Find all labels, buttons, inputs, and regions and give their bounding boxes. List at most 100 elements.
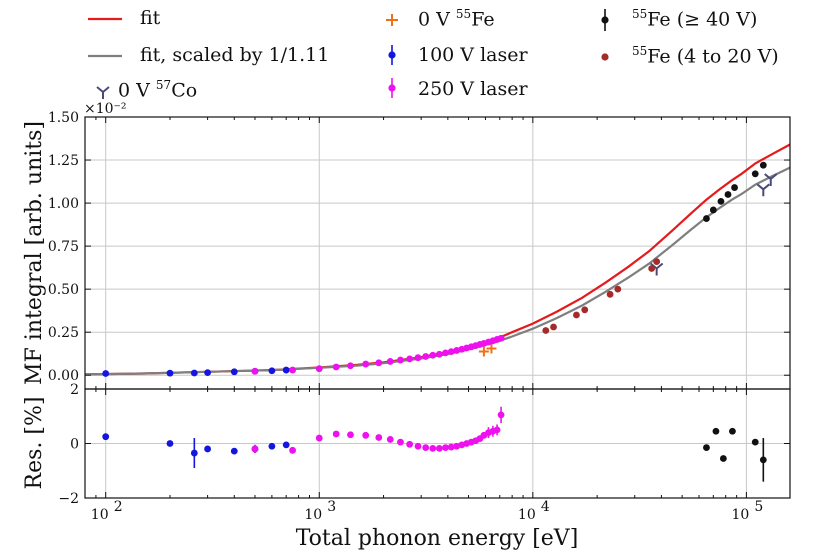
- residual-point-100 V laser: [268, 442, 276, 450]
- point-250 V laser: [453, 347, 461, 354]
- x-tick-exponent: 2: [114, 499, 123, 515]
- legend-laser250-marker: [388, 78, 396, 98]
- residual-point-55Fe (≥ 40 V): [751, 438, 759, 446]
- curve-fit, scaled by 1/1.11: [84, 166, 791, 376]
- top-plot-marks: [84, 143, 791, 377]
- legend-fe55-low-marker: [601, 53, 609, 61]
- point-100 V laser: [190, 369, 198, 377]
- y-tick-label: 0.75: [48, 239, 79, 255]
- residual-point-250 V laser: [386, 436, 394, 443]
- residual-point-250 V laser: [422, 444, 430, 451]
- point-250 V laser: [497, 334, 505, 342]
- legend-fe55-0v-iso: 55: [455, 7, 472, 21]
- point-250 V laser: [289, 366, 296, 374]
- legend-fe55-0v: 0 V 55Fe: [418, 7, 495, 30]
- point-250 V laser: [406, 355, 414, 363]
- top-plot-frame: [84, 116, 791, 390]
- residual-point-250 V laser: [397, 438, 404, 446]
- residual-point-250 V laser: [493, 426, 501, 434]
- residual-point-100 V laser: [230, 447, 238, 455]
- residual-point-55Fe (≥ 40 V): [703, 444, 710, 451]
- point-250 V laser: [347, 362, 354, 370]
- residual-point-250 V laser: [453, 442, 461, 450]
- residual-point-250 V laser: [442, 444, 449, 451]
- residual-point-100 V laser: [282, 441, 290, 449]
- x-axis-label: Total phonon energy [eV]: [296, 526, 579, 551]
- legend-fe55-high-iso: 55: [632, 7, 648, 21]
- point-250 V laser: [375, 359, 383, 367]
- legend-fe55-high-text: Fe (≥ 40 V): [647, 8, 758, 31]
- bottom-grid: [85, 388, 790, 499]
- x-tick-label: 10: [91, 507, 109, 523]
- point-250 V laser: [429, 351, 437, 359]
- legend-co57-iso: 57: [155, 78, 172, 92]
- residual-point-55Fe (≥ 40 V): [712, 427, 720, 435]
- y-tick-label: 0.25: [48, 325, 79, 341]
- point-250 V laser: [386, 358, 394, 365]
- residual-point-250 V laser: [332, 430, 340, 438]
- residual-point-250 V laser: [429, 445, 437, 452]
- point-100 V laser: [268, 367, 276, 375]
- point-250 V laser: [251, 367, 259, 375]
- residual-point-55Fe (≥ 40 V): [759, 456, 767, 464]
- x-tick-label: 10: [518, 507, 536, 523]
- bottom-ticks: [84, 388, 790, 499]
- legend-fe55-low-iso: 55: [632, 44, 648, 58]
- legend-fe55-high-marker: [601, 9, 609, 31]
- point-55Fe (≥ 40 V): [759, 161, 767, 169]
- top-grid: [85, 116, 790, 389]
- point-55Fe (4 to 20 V): [648, 265, 656, 272]
- residual-point-250 V laser: [251, 445, 259, 453]
- point-250 V laser: [442, 349, 449, 357]
- curve-fit: [84, 143, 791, 376]
- residual-point-100 V laser: [190, 449, 198, 457]
- legend-fe55-0v-text: 0 V: [418, 8, 450, 31]
- legend-co57-el: Co: [171, 79, 198, 102]
- point-250 V laser: [435, 350, 443, 358]
- x-tick-exponent: 3: [327, 499, 336, 515]
- point-100 V laser: [230, 368, 238, 376]
- residual-point-250 V laser: [435, 445, 443, 452]
- bottom-y-axis-label: Res. [%]: [22, 397, 47, 490]
- legend-co57-marker: [96, 86, 110, 99]
- residual-point-100 V laser: [102, 433, 110, 441]
- bottom-plot-marks: [102, 406, 767, 482]
- residual-point-250 V laser: [362, 431, 370, 439]
- x-tick-label: 10: [304, 507, 322, 523]
- point-55Fe (4 to 20 V): [653, 258, 661, 266]
- point-55Fe (4 to 20 V): [542, 327, 550, 334]
- x-tick-label: 10: [731, 507, 749, 523]
- x-tick-labels: 10 2 10 3 10 4 10 5: [91, 499, 764, 523]
- top-y-axis-label: MF integral [arb. units]: [22, 121, 47, 385]
- x-tick-exponent: 4: [541, 499, 550, 515]
- residual-point-55Fe (≥ 40 V): [729, 427, 736, 435]
- point-250 V laser: [447, 348, 455, 356]
- residual-point-250 V laser: [447, 443, 455, 451]
- residual-point-100 V laser: [204, 445, 211, 453]
- residual-point-250 V laser: [375, 434, 383, 441]
- point-0 V 57Co: [650, 262, 664, 276]
- y-tick-label-bottom: 2: [70, 382, 79, 398]
- point-100 V laser: [166, 369, 174, 377]
- point-55Fe (≥ 40 V): [751, 170, 759, 178]
- point-250 V laser: [414, 354, 422, 362]
- point-55Fe (4 to 20 V): [573, 311, 580, 319]
- legend-fe55-high: 55Fe (≥ 40 V): [632, 7, 757, 30]
- residual-point-250 V laser: [406, 440, 414, 448]
- point-55Fe (4 to 20 V): [550, 323, 557, 331]
- legend-fit-line: [88, 17, 122, 21]
- residual-point-250 V laser: [347, 431, 354, 439]
- y-tick-label: 1.00: [48, 196, 79, 212]
- point-250 V laser: [332, 363, 340, 371]
- point-0 V 57Co: [764, 173, 778, 186]
- y-tick-label: 1.50: [48, 110, 79, 126]
- residual-point-250 V laser: [315, 434, 323, 442]
- point-250 V laser: [362, 360, 370, 368]
- top-ticks: [84, 116, 790, 389]
- point-100 V laser: [102, 370, 110, 377]
- point-100 V laser: [282, 366, 290, 374]
- legend-fe55-0v-marker: [386, 14, 398, 26]
- legend: fit fit, scaled by 1/1.11 0 V 57Co 0 V 5…: [0, 0, 830, 110]
- y-tick-label-bottom: −2: [58, 491, 79, 507]
